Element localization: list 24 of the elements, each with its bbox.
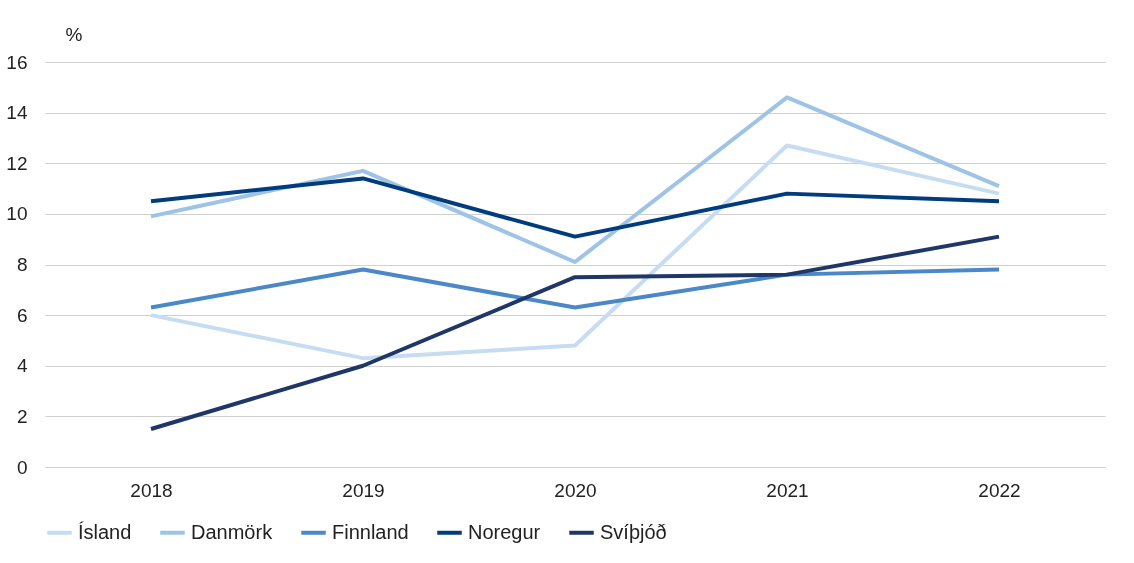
y-axis-title: % xyxy=(65,23,83,45)
y-tick-label: 12 xyxy=(6,152,28,174)
y-tick-label: 2 xyxy=(16,405,28,427)
x-tick-label: 2022 xyxy=(978,479,1021,501)
line-series xyxy=(149,176,1001,239)
legend-label: Danmörk xyxy=(191,520,274,543)
legend-label: Noregur xyxy=(468,520,541,543)
y-tick-label: 6 xyxy=(16,304,28,326)
y-tick-label: 8 xyxy=(16,254,28,275)
x-tick-label: 2018 xyxy=(130,479,173,501)
line-series xyxy=(149,95,1001,264)
x-tick-label: 2019 xyxy=(342,479,385,501)
x-tick-label: 2020 xyxy=(554,479,597,501)
line-series xyxy=(149,234,1001,432)
y-tick-label: 16 xyxy=(6,51,28,73)
legend-label: Finnland xyxy=(332,520,409,543)
x-tick-label: 2021 xyxy=(766,479,809,501)
legend-label: Svíþjóð xyxy=(600,520,667,543)
y-tick-label: 0 xyxy=(16,456,28,478)
legend-label: Ísland xyxy=(78,520,132,543)
y-tick-label: 14 xyxy=(6,102,28,124)
line-series xyxy=(149,143,1001,361)
y-tick-label: 10 xyxy=(6,203,28,225)
y-tick-label: 4 xyxy=(16,355,28,377)
